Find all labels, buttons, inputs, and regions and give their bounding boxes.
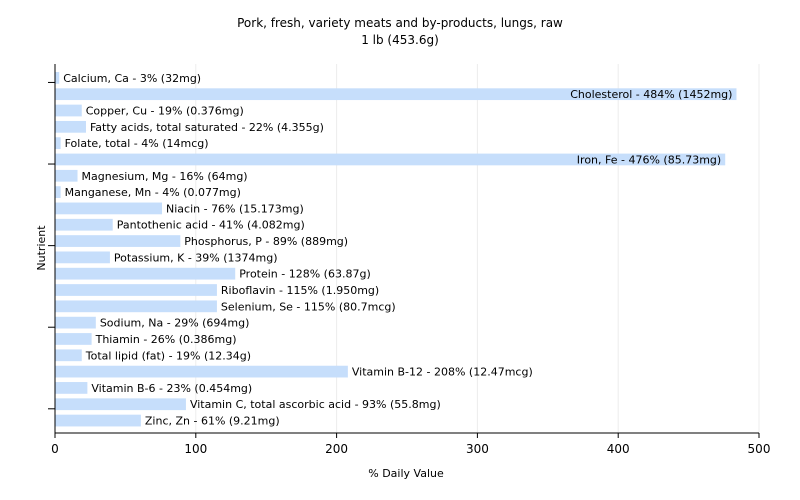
x-tick-label-2: 200 bbox=[325, 442, 348, 456]
x-tick-label-4: 400 bbox=[607, 442, 630, 456]
bar-label-4: Folate, total - 4% (14mcg) bbox=[65, 137, 209, 150]
bar-label-6: Magnesium, Mg - 16% (64mg) bbox=[82, 170, 248, 183]
bar-4 bbox=[55, 137, 61, 150]
x-axis-title: % Daily Value bbox=[368, 467, 444, 480]
x-tick-label-1: 100 bbox=[184, 442, 207, 456]
bar-12 bbox=[55, 267, 236, 280]
bar-11 bbox=[55, 251, 110, 264]
bar-14 bbox=[55, 300, 217, 313]
bar-16 bbox=[55, 333, 92, 345]
bar-label-11: Potassium, K - 39% (1374mg) bbox=[114, 251, 278, 264]
x-tick-label-3: 300 bbox=[466, 442, 489, 456]
bar-17 bbox=[55, 349, 82, 362]
bar-label-3: Fatty acids, total saturated - 22% (4.35… bbox=[90, 121, 324, 134]
bar-15 bbox=[55, 316, 96, 329]
bar-label-20: Vitamin C, total ascorbic acid - 93% (55… bbox=[190, 398, 441, 411]
bar-label-18: Vitamin B-12 - 208% (12.47mcg) bbox=[352, 366, 533, 379]
bar-6 bbox=[55, 169, 78, 182]
bar-7 bbox=[55, 186, 61, 198]
bar-18 bbox=[55, 365, 348, 378]
bar-label-17: Total lipid (fat) - 19% (12.34g) bbox=[85, 349, 251, 362]
bar-label-13: Riboflavin - 115% (1.950mg) bbox=[221, 284, 379, 297]
bar-label-19: Vitamin B-6 - 23% (0.454mg) bbox=[91, 382, 252, 395]
bar-0 bbox=[55, 72, 60, 84]
bar-2 bbox=[55, 104, 82, 117]
bar-label-15: Sodium, Na - 29% (694mg) bbox=[100, 317, 250, 330]
bar-1 bbox=[55, 88, 737, 101]
bar-label-8: Niacin - 76% (15.173mg) bbox=[166, 202, 304, 215]
bar-3 bbox=[55, 120, 86, 133]
bar-13 bbox=[55, 284, 217, 296]
bar-10 bbox=[55, 235, 181, 247]
x-axis-ticks: 0 100 200 300 400 500 bbox=[51, 433, 770, 456]
bar-label-7: Manganese, Mn - 4% (0.077mg) bbox=[65, 186, 241, 199]
y-axis-title: Nutrient bbox=[35, 225, 48, 271]
bar-20 bbox=[55, 398, 186, 411]
bar-label-12: Protein - 128% (63.87g) bbox=[239, 268, 371, 281]
chart-subtitle: 1 lb (453.6g) bbox=[361, 33, 439, 47]
x-tick-label-0: 0 bbox=[51, 442, 59, 456]
bar-label-9: Pantothenic acid - 41% (4.082mg) bbox=[117, 219, 305, 232]
bar-label-14: Selenium, Se - 115% (80.7mcg) bbox=[221, 300, 396, 313]
bar-label-5: Iron, Fe - 476% (85.73mg) bbox=[577, 153, 721, 166]
bar-label-2: Copper, Cu - 19% (0.376mg) bbox=[86, 105, 244, 118]
bar-label-0: Calcium, Ca - 3% (32mg) bbox=[63, 72, 201, 85]
bars: Calcium, Ca - 3% (32mg) Cholesterol - 484… bbox=[55, 72, 737, 428]
bar-8 bbox=[55, 202, 163, 215]
bar-label-21: Zinc, Zn - 61% (9.21mg) bbox=[145, 415, 280, 428]
bar-label-10: Phosphorus, P - 89% (889mg) bbox=[184, 235, 348, 248]
x-tick-label-5: 500 bbox=[748, 442, 771, 456]
bar-9 bbox=[55, 218, 113, 231]
axes bbox=[48, 64, 759, 434]
bar-19 bbox=[55, 382, 88, 394]
bar-label-16: Thiamin - 26% (0.386mg) bbox=[95, 333, 237, 346]
bar-label-1: Cholesterol - 484% (1452mg) bbox=[570, 88, 732, 101]
chart-title: Pork, fresh, variety meats and by-produc… bbox=[237, 16, 563, 30]
bar-5 bbox=[55, 153, 726, 166]
bar-21 bbox=[55, 414, 141, 427]
